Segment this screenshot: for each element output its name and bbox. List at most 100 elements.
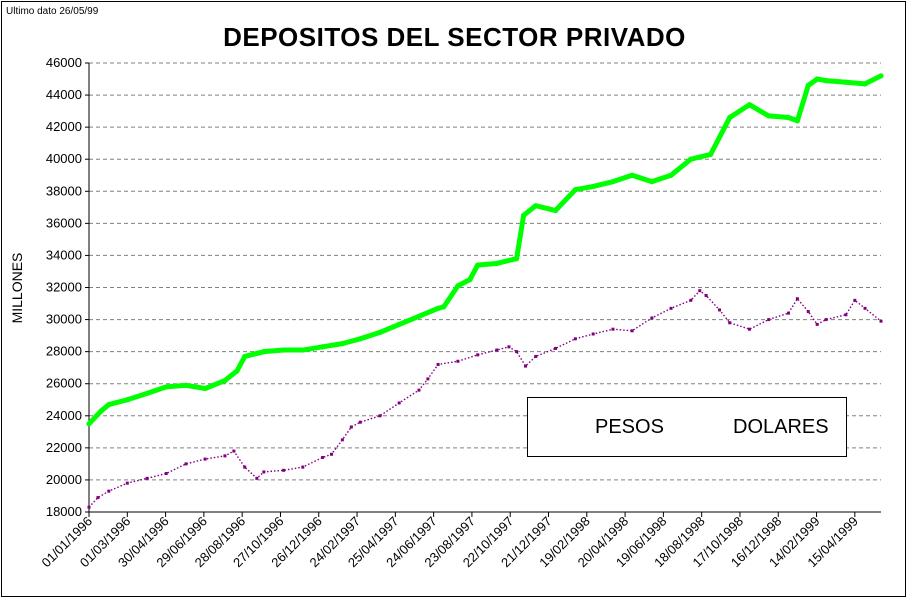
data-point-dolares	[261, 349, 267, 355]
data-point-pesos	[495, 348, 499, 352]
data-point-dolares	[124, 397, 130, 403]
data-point-pesos	[718, 308, 722, 312]
data-point-dolares	[281, 347, 287, 353]
data-point-dolares	[300, 347, 306, 353]
data-point-pesos	[282, 468, 286, 472]
data-point-dolares	[649, 179, 655, 185]
y-tick-label: 46000	[46, 55, 82, 70]
data-point-dolares	[106, 401, 112, 408]
chart-title: DEPOSITOS DEL SECTOR PRIVADO	[223, 22, 686, 52]
series-line-dolares	[87, 73, 883, 426]
y-tick-label: 26000	[46, 376, 82, 391]
y-tick-label: 38000	[46, 183, 82, 198]
y-tick-label: 34000	[46, 247, 82, 262]
data-point-pesos	[824, 318, 828, 322]
data-point-dolares	[86, 421, 92, 427]
data-point-dolares	[242, 353, 248, 360]
data-point-pesos	[704, 294, 708, 298]
data-point-dolares	[878, 73, 884, 79]
data-point-dolares	[513, 256, 520, 262]
data-point-pesos	[321, 455, 325, 459]
data-point-dolares	[746, 102, 753, 108]
data-point-dolares	[805, 82, 811, 89]
y-axis-label: MILLONES	[9, 253, 25, 324]
data-point-pesos	[232, 449, 236, 453]
data-point-pesos	[262, 470, 266, 474]
data-point-dolares	[843, 79, 849, 85]
y-tick-label: 22000	[46, 440, 82, 455]
data-point-dolares	[629, 172, 635, 178]
data-point-dolares	[222, 377, 228, 384]
data-point-pesos	[748, 327, 752, 331]
legend: PESOS DOLARES	[527, 397, 847, 457]
data-point-pesos	[767, 318, 771, 322]
data-point-pesos	[349, 425, 353, 429]
data-point-dolares	[163, 384, 169, 390]
data-point-dolares	[766, 113, 772, 119]
data-point-pesos	[223, 454, 227, 458]
data-point-pesos	[330, 452, 334, 456]
series	[86, 73, 884, 509]
data-point-pesos	[515, 350, 519, 354]
data-point-pesos	[507, 345, 511, 349]
y-tick-label: 40000	[46, 151, 82, 166]
data-point-dolares	[494, 260, 500, 267]
data-point-dolares	[590, 183, 596, 190]
data-point-dolares	[533, 203, 539, 209]
data-point-pesos	[795, 297, 799, 301]
y-tick-label: 28000	[46, 344, 82, 359]
data-point-pesos	[728, 321, 732, 325]
data-point-dolares	[794, 118, 800, 124]
y-tick-label: 24000	[46, 408, 82, 423]
data-point-pesos	[669, 306, 673, 310]
data-point-dolares	[416, 313, 422, 319]
gridlines	[89, 62, 881, 481]
data-point-pesos	[534, 354, 538, 358]
data-point-dolares	[688, 156, 694, 162]
y-tick-label: 18000	[46, 504, 82, 519]
last-data-note: Ultimo dato 26/05/99	[6, 6, 99, 17]
data-point-pesos	[255, 476, 259, 480]
data-point-dolares	[521, 212, 527, 218]
data-point-pesos	[301, 465, 305, 469]
data-point-pesos	[340, 438, 344, 442]
data-point-pesos	[145, 476, 149, 480]
data-point-pesos	[524, 364, 528, 368]
data-point-dolares	[610, 179, 616, 185]
data-point-pesos	[417, 388, 421, 392]
data-point-pesos	[397, 401, 401, 405]
data-point-dolares	[357, 336, 363, 342]
data-point-pesos	[87, 505, 91, 509]
data-point-pesos	[96, 496, 100, 500]
data-point-pesos	[107, 489, 111, 493]
axes: 18000 20000 22000 24000 26000 28000 30000 32000…	[38, 55, 881, 570]
data-point-pesos	[786, 311, 790, 315]
y-tick-label: 32000	[46, 280, 82, 295]
data-point-pesos	[650, 316, 654, 320]
data-point-dolares	[475, 262, 481, 268]
data-point-pesos	[243, 465, 247, 469]
data-point-pesos	[844, 313, 848, 317]
data-point-pesos	[853, 298, 857, 302]
data-point-pesos	[125, 481, 129, 485]
data-point-dolares	[377, 329, 383, 335]
data-point-dolares	[455, 283, 461, 289]
data-point-dolares	[441, 304, 447, 310]
legend-label-dolares: DOLARES	[733, 416, 829, 438]
y-tick-label: 20000	[46, 472, 82, 487]
data-point-pesos	[815, 322, 819, 326]
data-point-pesos	[184, 462, 188, 466]
data-point-dolares	[862, 81, 868, 87]
data-point-dolares	[234, 368, 240, 374]
data-point-pesos	[611, 327, 615, 331]
data-point-dolares	[668, 172, 674, 178]
data-point-pesos	[378, 414, 382, 418]
data-point-dolares	[339, 341, 345, 347]
y-tick-label: 44000	[46, 87, 82, 102]
data-point-pesos	[806, 310, 810, 314]
data-point-dolares	[785, 114, 792, 121]
data-point-pesos	[863, 306, 867, 310]
data-point-dolares	[183, 382, 189, 388]
